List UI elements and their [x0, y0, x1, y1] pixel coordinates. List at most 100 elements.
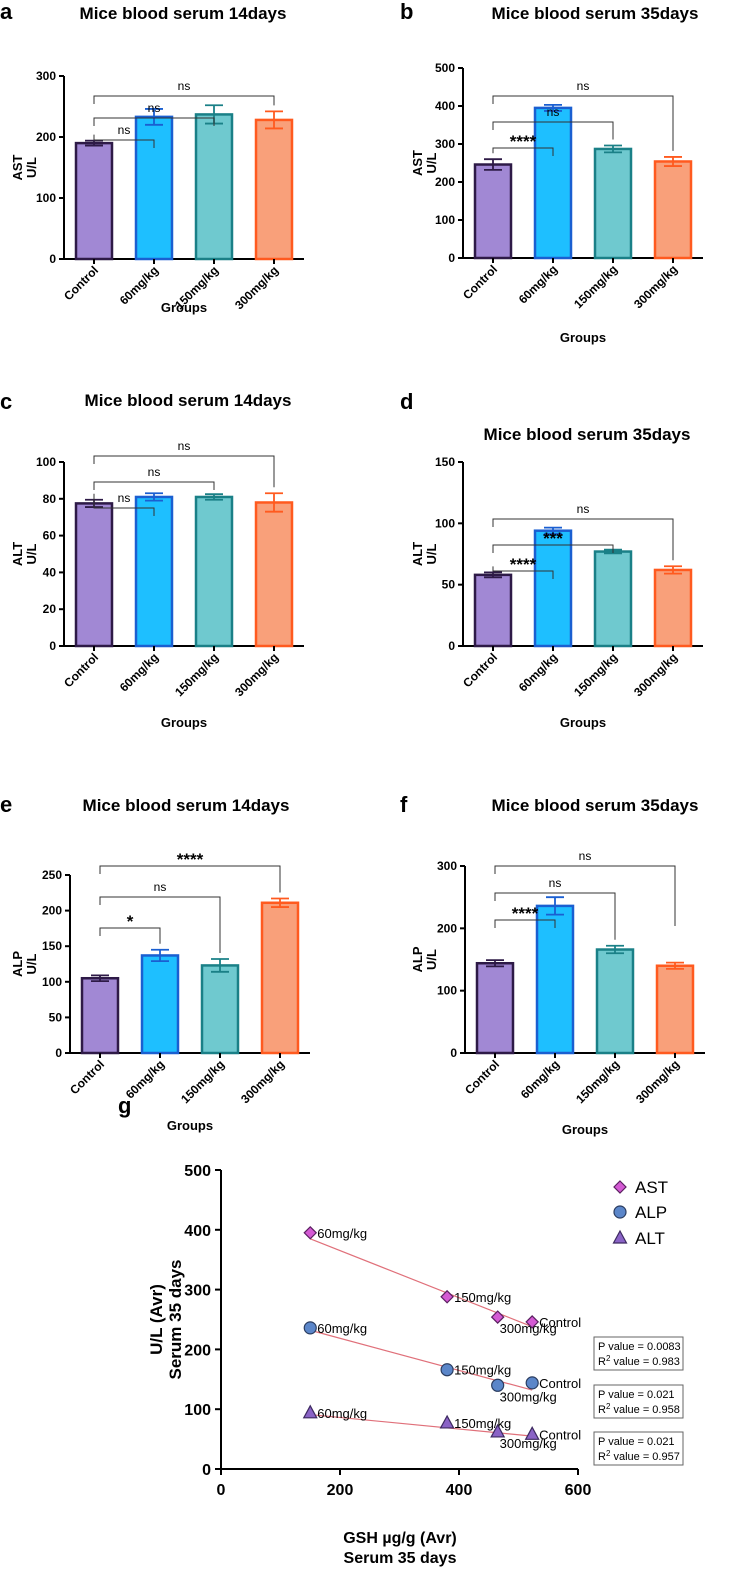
y-tick-label: 0 [448, 251, 455, 265]
bar-150mgkg [194, 495, 234, 648]
significance-bracket [492, 121, 614, 140]
y-tick-label: 500 [435, 61, 455, 75]
y-tick-label: 0 [55, 1046, 62, 1060]
y-tick-label: 100 [435, 516, 455, 530]
x-tick-label: 150mg/kg [573, 1057, 622, 1106]
y-axis-label-line2: Serum 35 days [166, 1259, 185, 1379]
legend: AST ALP ALT [612, 1178, 668, 1248]
bar-150mgkg [200, 964, 240, 1055]
y-axis-label: AST [410, 150, 425, 176]
y-tick-label: 0 [202, 1462, 211, 1479]
x-axis-label-line2: Serum 35 days [344, 1550, 457, 1567]
chart-title: Mice blood serum 35days [492, 796, 699, 815]
x-tick-label: Control [462, 1057, 502, 1097]
bar-300mgkg [653, 160, 693, 260]
y-tick-label: 500 [184, 1163, 211, 1180]
panel-e: e Mice blood serum 14days ALP U/L 0 50 100 150 2… [0, 792, 310, 1133]
legend-label: ALT [635, 1229, 665, 1248]
x-tick-label: 0 [217, 1482, 226, 1499]
y-tick-label: 50 [49, 1010, 63, 1024]
significance-label: ns [549, 876, 562, 890]
significance-bracket [93, 455, 275, 488]
significance-bracket [492, 518, 674, 561]
bar-60mgkg [533, 529, 573, 648]
data-point-alp [303, 1321, 317, 1335]
data-point-alt [302, 1404, 318, 1419]
x-tick-label: 300mg/kg [631, 650, 680, 699]
point-label: 300mg/kg [500, 1321, 557, 1336]
bar-control [473, 573, 513, 648]
y-axis-label: U/L (Avr) [147, 1284, 166, 1355]
p-value-text: P value = 0.021 [598, 1389, 675, 1401]
panel-c: c Mice blood serum 14days ALT U/L 0 20 40 60 80 1… [0, 389, 304, 730]
r2-value-text: R2 value = 0.983 [598, 1354, 680, 1368]
significance-label: **** [512, 904, 539, 923]
y-tick-label: 60 [43, 529, 57, 543]
point-label: 150mg/kg [454, 1363, 511, 1378]
significance-bracket [494, 865, 676, 926]
x-tick-label: 150mg/kg [571, 262, 620, 311]
significance-label: ns [148, 465, 161, 479]
r2-sup: 2 [606, 1449, 611, 1458]
bar-150mgkg [194, 113, 234, 261]
bar-control [80, 976, 120, 1055]
x-axis-label: Groups [560, 715, 606, 730]
panel-label: d [400, 389, 413, 414]
y-axis-label: ALT [10, 542, 25, 566]
bar-60mgkg [533, 106, 573, 260]
y-axis-label: ALT [410, 542, 425, 566]
x-tick-label: 60mg/kg [117, 650, 161, 694]
bar-300mgkg [254, 501, 294, 648]
significance-bracket [99, 865, 281, 893]
y-tick-label: 300 [437, 859, 457, 873]
bar-300mgkg [260, 901, 300, 1055]
y-tick-label: 100 [184, 1402, 211, 1419]
y-tick-label: 200 [435, 175, 455, 189]
panel-label: g [118, 1093, 131, 1118]
y-axis-label: ALP [410, 946, 425, 972]
x-tick-label: 200 [327, 1482, 354, 1499]
chart-title: Mice blood serum 14days [80, 4, 287, 23]
panel-label: e [0, 792, 12, 817]
y-tick-label: 400 [184, 1223, 211, 1240]
data-point-ast [440, 1289, 454, 1304]
point-label: 60mg/kg [317, 1226, 367, 1241]
panel-label: a [0, 0, 13, 24]
bar-150mgkg [593, 147, 633, 260]
bar-control [473, 163, 513, 260]
significance-label: ns [118, 123, 131, 137]
significance-label: *** [543, 529, 563, 548]
x-tick-label: 150mg/kg [172, 650, 221, 699]
y-tick-label: 80 [43, 492, 57, 506]
data-point-ast [525, 1315, 540, 1329]
y-axis-unit: U/L [424, 949, 439, 970]
panel-label: c [0, 389, 12, 414]
significance-label: ns [148, 101, 161, 115]
significance-label: **** [510, 132, 537, 151]
bar-control [74, 141, 114, 261]
significance-bracket [494, 919, 556, 928]
point-label: 60mg/kg [317, 1406, 367, 1421]
significance-label: ns [178, 79, 191, 93]
significance-bracket [492, 95, 674, 151]
significance-label: ns [154, 880, 167, 894]
bar-60mgkg [134, 495, 174, 648]
significance-label: ns [118, 491, 131, 505]
panel-b: b Mice blood serum 35days AST U/L 0 100 200 300… [400, 0, 703, 345]
y-tick-label: 0 [49, 252, 56, 266]
significance-bracket [99, 896, 221, 954]
r2-value-text: R2 value = 0.957 [598, 1449, 680, 1463]
panel-f: f Mice blood serum 35days ALP U/L 0 100 200 300… [400, 792, 705, 1137]
bar-60mgkg [134, 115, 174, 261]
x-tick-label: 400 [446, 1482, 473, 1499]
data-point-alp [491, 1378, 505, 1392]
x-tick-label: 60mg/kg [117, 263, 161, 307]
panel-d: d Mice blood serum 35days ALT U/L 0 50 100 150 C… [400, 389, 703, 730]
data-point-alp [440, 1363, 454, 1377]
significance-label: **** [510, 555, 537, 574]
x-tick-label: 300mg/kg [633, 1057, 682, 1106]
significance-bracket [492, 566, 554, 579]
x-tick-label: 60mg/kg [516, 650, 560, 694]
